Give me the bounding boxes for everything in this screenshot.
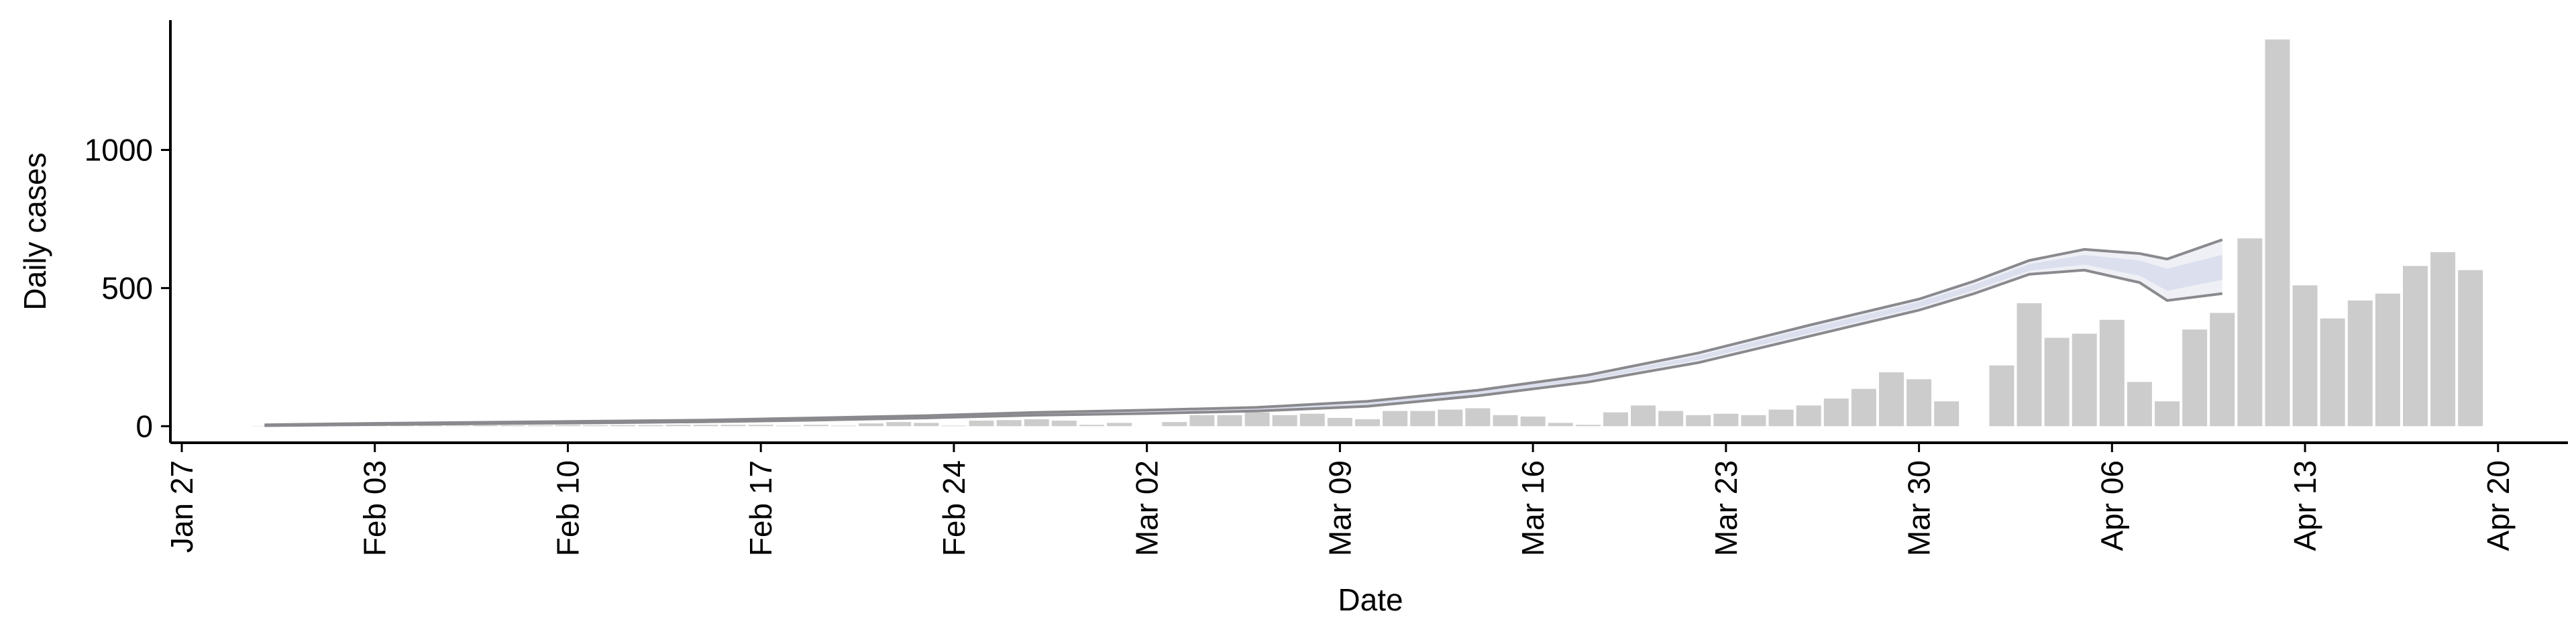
x-tick-label: Apr 20 [2481, 460, 2516, 551]
bar [390, 425, 415, 427]
y-tick-label: 0 [136, 409, 153, 443]
x-tick-label: Mar 16 [1515, 460, 1550, 556]
bar [1768, 409, 1794, 427]
bar [2430, 252, 2456, 427]
bar [1355, 419, 1380, 427]
bar [2017, 303, 2042, 427]
bar [2099, 319, 2125, 427]
x-tick-label: Mar 30 [1902, 460, 1937, 556]
bar [1410, 411, 1436, 427]
bar [1907, 379, 1932, 427]
x-tick-label: Jan 27 [164, 460, 199, 553]
bar [1934, 401, 1960, 427]
x-tick-label: Feb 17 [743, 460, 778, 556]
bar [1051, 421, 1077, 427]
bar [583, 425, 608, 427]
y-tick-label: 500 [101, 270, 153, 305]
bar [941, 425, 967, 427]
bar [1603, 412, 1628, 427]
bar [2402, 266, 2428, 427]
bar [886, 422, 912, 427]
bar [1741, 415, 1766, 427]
x-tick-label: Mar 02 [1130, 460, 1165, 556]
bar [969, 421, 994, 427]
bar [996, 420, 1022, 427]
bar [1713, 413, 1739, 427]
bar [1079, 425, 1104, 427]
bar [720, 425, 746, 427]
bar [2182, 329, 2208, 427]
bar [417, 425, 443, 427]
bar [2292, 285, 2318, 427]
bar [527, 425, 553, 427]
bound-line [264, 268, 2222, 427]
bar [555, 425, 580, 427]
bar [1383, 411, 1408, 427]
bar [1658, 411, 1684, 427]
bar [803, 425, 828, 427]
x-tick-label: Feb 03 [358, 460, 392, 556]
bar [1493, 415, 1518, 427]
bar [2320, 318, 2345, 427]
bar [1878, 372, 1904, 427]
x-tick-label: Apr 06 [2094, 460, 2129, 551]
bar [2072, 333, 2097, 427]
bar [1796, 405, 1821, 427]
bar [1989, 365, 2015, 427]
bar [500, 425, 525, 427]
x-axis-title: Date [1338, 582, 1403, 617]
bar [472, 425, 498, 427]
bar [1189, 415, 1215, 427]
bar [1520, 416, 1546, 427]
bar [1851, 388, 1876, 427]
bar [362, 425, 388, 427]
x-tick-label: Mar 23 [1709, 460, 1743, 556]
bar [665, 425, 691, 427]
bar [1548, 423, 1573, 427]
bar [748, 425, 773, 427]
x-tick-label: Feb 24 [936, 460, 971, 556]
bar [1024, 419, 1049, 427]
bar [859, 423, 884, 427]
bar [693, 425, 718, 427]
bar [445, 425, 470, 427]
x-tick-label: Apr 13 [2288, 460, 2322, 551]
bar [1438, 409, 1463, 427]
bar [2458, 270, 2483, 427]
bar [2155, 401, 2180, 427]
bar [2044, 337, 2070, 427]
bar [775, 425, 801, 427]
bar [2347, 300, 2373, 427]
bar [2127, 382, 2152, 427]
bar [831, 425, 857, 427]
bar [1631, 405, 1656, 427]
bar [2375, 293, 2400, 427]
y-tick-label: 1000 [85, 133, 153, 168]
bar [1327, 417, 1352, 427]
y-axis-title: Daily cases [17, 152, 52, 310]
bar [1299, 413, 1325, 427]
bar [1244, 412, 1270, 427]
bar [638, 425, 663, 427]
bar [2237, 238, 2263, 427]
bar [1162, 422, 1187, 427]
bar [2210, 313, 2235, 427]
bar [610, 425, 636, 427]
bound-line [264, 238, 2223, 427]
x-tick-label: Mar 09 [1322, 460, 1357, 556]
x-tick-label: Feb 10 [550, 460, 585, 556]
bar [914, 423, 939, 427]
bar [1686, 415, 1711, 427]
bar [1575, 425, 1601, 427]
bar [1465, 408, 1491, 427]
bar [1272, 415, 1297, 427]
bar [1823, 398, 1849, 427]
bar [1217, 415, 1242, 427]
bar [1107, 423, 1132, 427]
bar [2265, 39, 2290, 427]
